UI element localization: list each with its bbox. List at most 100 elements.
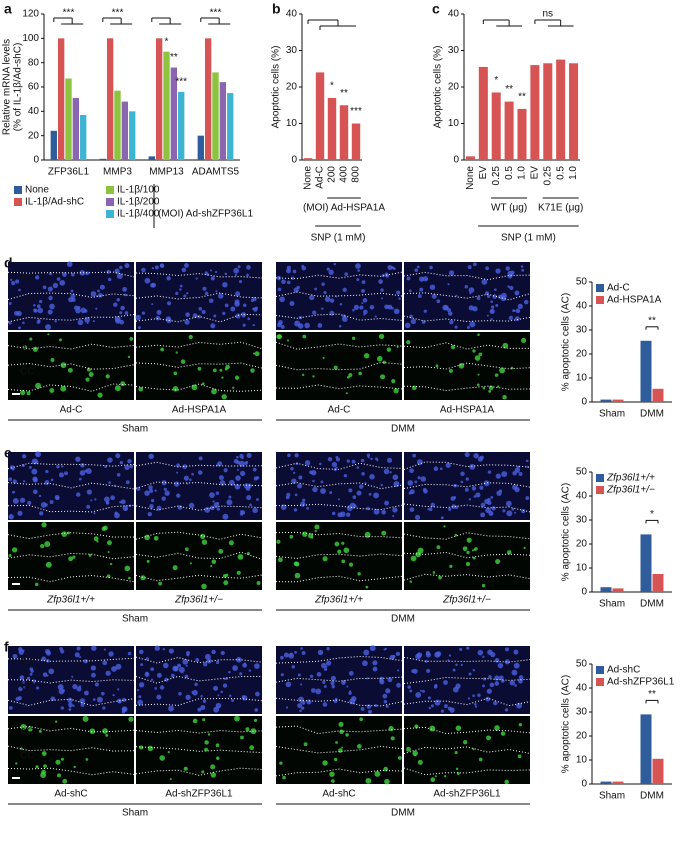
cell-dot <box>361 302 364 305</box>
cell-dot <box>35 382 42 389</box>
cell-dot <box>393 388 399 394</box>
cell-dot <box>79 698 86 704</box>
zone-border <box>275 361 403 371</box>
cell-dot <box>144 672 150 677</box>
cell-dot <box>328 269 334 275</box>
cell-dot <box>96 696 103 703</box>
cell-dot <box>99 284 105 290</box>
cell-dot <box>388 725 394 732</box>
zone-border <box>275 575 403 583</box>
cell-dot <box>355 263 361 269</box>
cell-dot <box>224 272 228 276</box>
cell-dot <box>324 296 331 303</box>
cell-dot <box>322 680 326 684</box>
cell-dot <box>221 394 227 400</box>
y-tick-label: 10 <box>448 118 460 129</box>
cell-dot <box>144 534 150 541</box>
cell-dot <box>396 345 399 349</box>
cell-dot <box>350 696 357 702</box>
group-label: Sham <box>122 424 148 435</box>
cell-dot <box>204 747 208 752</box>
cell-dot <box>346 459 350 463</box>
cell-dot <box>221 376 224 379</box>
cell-dot <box>417 547 424 554</box>
bar <box>99 158 106 160</box>
cell-dot <box>18 288 21 292</box>
cell-dot <box>491 506 496 511</box>
cell-dot <box>294 453 299 458</box>
y-axis-label: Apoptotic cells (%) <box>271 46 282 129</box>
cell-dot <box>331 511 336 516</box>
bar <box>219 82 227 160</box>
zone-border <box>135 272 263 279</box>
bar <box>640 714 652 784</box>
cell-dot <box>459 647 463 652</box>
cell-dot <box>231 698 235 702</box>
cell-dot <box>234 483 241 490</box>
cell-dot <box>372 666 378 672</box>
cell-dot <box>252 323 255 327</box>
x-group-label: (MOI) Ad-HSPA1A <box>303 203 385 214</box>
zone-border <box>275 768 403 777</box>
cell-dot <box>314 524 320 530</box>
cell-dot <box>60 385 67 392</box>
cell-dot <box>127 651 132 656</box>
x-tick-label: Ad-C <box>315 166 326 189</box>
cell-dot <box>397 669 400 672</box>
cell-dot <box>150 667 155 671</box>
cell-dot <box>72 555 76 559</box>
cell-dot <box>185 664 188 667</box>
cell-dot <box>242 303 247 308</box>
cell-dot <box>98 292 103 298</box>
bar <box>652 388 664 402</box>
cell-dot <box>385 688 391 694</box>
cell-dot <box>8 321 12 325</box>
zone-border <box>7 482 135 490</box>
cell-dot <box>449 564 453 569</box>
cell-dot <box>37 307 44 314</box>
cell-dot <box>383 699 388 704</box>
cell-dot <box>358 484 364 489</box>
cell-dot <box>518 472 523 476</box>
cell-dot <box>351 459 356 464</box>
cell-dot <box>47 286 53 292</box>
cell-dot <box>342 287 347 293</box>
cell-dot <box>329 771 335 777</box>
cell-dot <box>502 509 506 513</box>
cell-dot <box>499 675 504 681</box>
cell-dot <box>91 672 96 678</box>
bar <box>327 97 337 160</box>
micrograph <box>136 716 262 784</box>
cell-dot <box>338 324 342 328</box>
cell-dot <box>256 581 261 585</box>
cell-dot <box>455 683 461 689</box>
cell-dot <box>309 470 313 475</box>
cell-dot <box>322 760 328 766</box>
cell-dot <box>215 702 222 709</box>
cell-dot <box>301 373 305 376</box>
x-tick-label: Sham <box>599 599 625 610</box>
cell-dot <box>12 653 18 659</box>
cell-dot <box>440 516 444 520</box>
legend-title: (MOI) Ad-shZFP36L1 <box>158 209 253 220</box>
panel-letter: b <box>272 1 281 17</box>
cell-dot <box>476 296 481 301</box>
cell-dot <box>207 733 211 736</box>
cell-dot <box>93 512 96 515</box>
cell-dot <box>160 347 165 352</box>
bar <box>114 90 121 160</box>
cell-dot <box>464 487 469 492</box>
region-label: AC <box>20 657 34 668</box>
cell-dot <box>138 682 145 688</box>
zone-border <box>135 574 263 582</box>
cell-dot <box>443 704 448 709</box>
cell-dot <box>494 675 500 681</box>
zone-border <box>403 697 531 707</box>
cell-dot <box>107 277 112 282</box>
cell-dot <box>277 334 283 339</box>
cell-dot <box>19 497 26 503</box>
cell-dot <box>31 458 38 465</box>
cell-dot <box>222 683 228 688</box>
cell-dot <box>197 314 201 319</box>
zone-border <box>135 729 263 734</box>
